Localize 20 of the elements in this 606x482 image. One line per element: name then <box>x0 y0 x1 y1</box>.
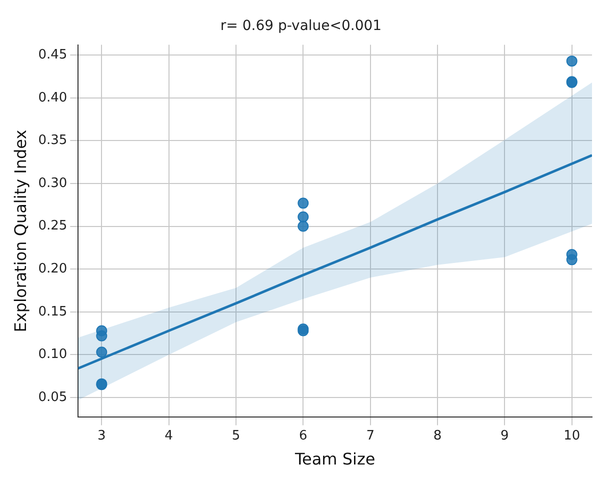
x-tick-label: 7 <box>366 428 374 444</box>
y-tick-label: 0.05 <box>38 390 68 405</box>
x-tick-label: 8 <box>433 428 442 444</box>
y-tick-label: 0.25 <box>38 218 68 234</box>
y-tick-label: 0.45 <box>38 47 68 62</box>
x-tick-label: 10 <box>564 428 580 444</box>
chart-title: r= 0.69 p-value<0.001 <box>220 18 382 34</box>
y-tick-label: 0.20 <box>38 261 68 276</box>
x-tick-label: 9 <box>500 428 509 444</box>
y-axis-title: Exploration Quality Index <box>10 130 30 332</box>
x-tick-label: 3 <box>98 428 106 444</box>
x-tick-label: 4 <box>164 428 173 444</box>
y-tick-label: 0.15 <box>38 304 68 320</box>
y-tick-label: 0.35 <box>38 133 68 148</box>
y-tick-label: 0.10 <box>38 347 68 362</box>
x-axis-title: Team Size <box>294 450 376 469</box>
x-tick-label: 6 <box>299 428 308 444</box>
y-tick-label: 0.40 <box>38 90 68 106</box>
x-tick-label: 5 <box>232 428 240 444</box>
y-tick-label: 0.30 <box>38 176 68 191</box>
